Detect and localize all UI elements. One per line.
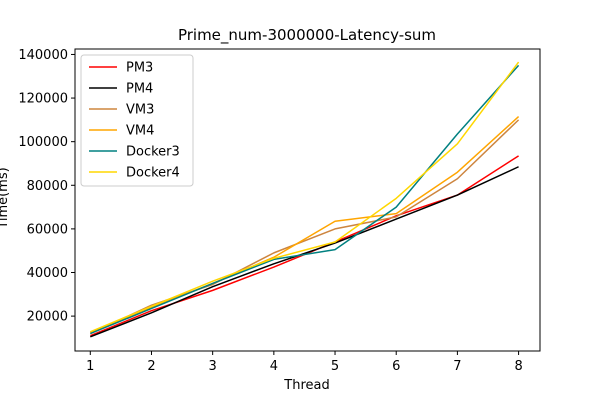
series-line-docker3 [90,64,520,335]
y-tick-label: 120000 [18,92,68,107]
x-tick-label: 8 [514,359,522,374]
x-tick-label: 2 [147,359,155,374]
x-tick-label: 7 [453,359,461,374]
series-line-vm4 [90,116,520,334]
series-lines [89,61,520,338]
y-axis-ticks: 20000 40000 60000 80000 100000 120000 140000 [18,48,75,325]
chart-title: Prime_num-3000000-Latency-sum [178,26,436,45]
plot-area [74,48,541,352]
y-tick-label: 140000 [18,48,68,63]
series-line-pm4 [90,166,519,338]
x-tick-label: 4 [270,359,278,374]
y-tick-label: 20000 [27,310,68,325]
series-line-docker4 [90,61,520,333]
y-tick-label: 40000 [27,266,68,281]
legend-label: VM4 [126,124,154,139]
legend: PM3 PM4 VM3 VM4 Docker3 Docker4 [80,54,194,187]
legend-label: PM3 [126,61,153,76]
legend-label: Docker3 [126,145,180,160]
x-tick-label: 5 [331,359,339,374]
legend-label: Docker4 [126,166,180,181]
x-tick-label: 6 [392,359,400,374]
y-tick-label: 80000 [27,179,68,194]
y-tick-label: 100000 [18,135,68,150]
x-tick-label: 3 [209,359,217,374]
legend-label: PM4 [126,82,153,97]
y-tick-label: 60000 [27,222,68,237]
x-tick-label: 1 [86,359,94,374]
x-axis-ticks: 1 2 3 4 5 6 7 8 [86,351,523,374]
y-axis-label: Time(ms) [0,167,11,229]
plot-frame [74,48,541,352]
legend-label: VM3 [126,103,154,118]
x-axis-label: Thread [283,378,329,393]
